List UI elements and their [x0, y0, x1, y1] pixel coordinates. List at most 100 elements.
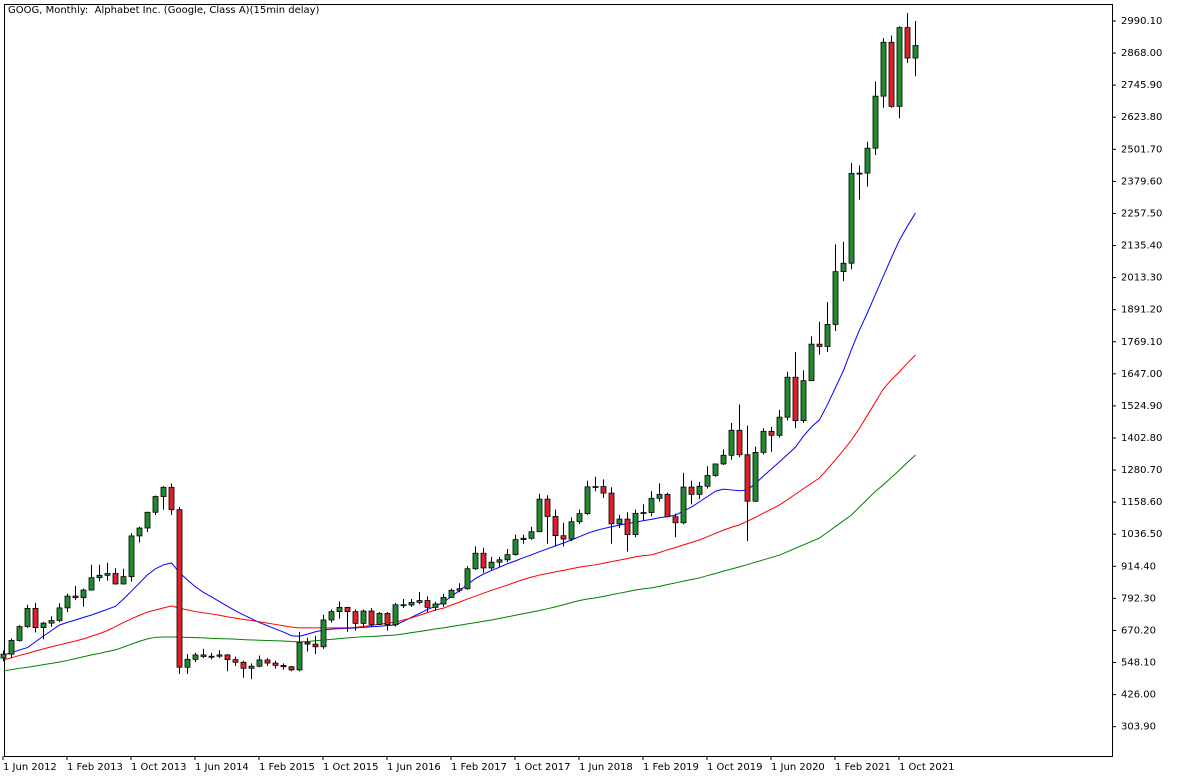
candle-body: [840, 262, 847, 273]
candle-body: [488, 561, 495, 569]
candle-body: [800, 380, 807, 421]
candle-body: [648, 497, 655, 513]
candle-body: [160, 486, 167, 497]
y-tick-label: 548.10: [1121, 658, 1156, 669]
candle-body: [336, 606, 343, 612]
candle-body: [888, 41, 895, 107]
candle-body: [360, 610, 367, 624]
candle-body: [728, 429, 735, 456]
candle-body: [24, 608, 31, 627]
y-tick-label: 914.40: [1121, 561, 1156, 572]
candle-body: [40, 622, 47, 628]
candle-body: [144, 511, 151, 529]
candle-body: [560, 535, 567, 540]
moving-average-line: [3, 454, 916, 672]
candle-body: [312, 643, 319, 648]
candle-body: [448, 589, 455, 598]
candle-body: [768, 430, 775, 436]
y-tick-label: 303.90: [1121, 722, 1156, 733]
candle-body: [416, 600, 423, 603]
candle-body: [56, 607, 63, 621]
y-tick-label: 792.30: [1121, 593, 1156, 604]
candle-body: [808, 343, 815, 382]
candle-body: [352, 611, 359, 624]
x-tick-label: 1 Jun 2016: [387, 762, 441, 773]
x-tick-label: 1 Oct 2015: [323, 762, 378, 773]
candle-body: [152, 496, 159, 513]
candle-body: [784, 376, 791, 418]
y-tick-label: 1524.90: [1121, 401, 1162, 412]
candle-body: [720, 454, 727, 465]
y-tick-label: 2990.10: [1121, 16, 1162, 27]
y-tick-label: 1891.20: [1121, 305, 1162, 316]
x-tick-label: 1 Oct 2017: [515, 762, 570, 773]
candle-body: [872, 95, 879, 149]
candle-body: [72, 595, 79, 599]
x-tick-label: 1 Oct 2021: [899, 762, 954, 773]
candle-body: [136, 527, 143, 537]
candle-body: [272, 662, 279, 666]
candle-body: [864, 147, 871, 174]
candle-body: [536, 498, 543, 533]
moving-average-line: [3, 354, 916, 661]
candle-body: [432, 603, 439, 608]
candle-body: [104, 573, 111, 576]
candle-body: [344, 606, 351, 612]
x-tick-label: 1 Oct 2019: [707, 762, 762, 773]
candle-body: [184, 658, 191, 668]
candle-body: [824, 324, 831, 347]
candle-body: [480, 552, 487, 569]
candle-body: [816, 343, 823, 347]
candle-body: [656, 494, 663, 499]
candle-body: [120, 576, 127, 585]
x-tick-label: 1 Feb 2021: [835, 762, 891, 773]
candle-body: [0, 653, 7, 659]
candle-body: [232, 659, 239, 663]
candle-body: [320, 619, 327, 648]
candle-body: [880, 41, 887, 97]
candle-body: [688, 486, 695, 495]
candle-body: [80, 589, 87, 599]
candle-body: [504, 554, 511, 561]
candle-body: [832, 271, 839, 325]
candle-body: [632, 512, 639, 535]
candle-body: [240, 661, 247, 669]
candle-body: [496, 559, 503, 563]
candle-body: [96, 574, 103, 579]
y-tick-label: 2257.50: [1121, 208, 1162, 219]
x-tick-label: 1 Feb 2015: [259, 762, 315, 773]
candle-body: [248, 665, 255, 669]
candle-body: [384, 613, 391, 626]
candle-body: [368, 610, 375, 625]
candle-body: [712, 463, 719, 476]
y-tick-label: 1280.70: [1121, 465, 1162, 476]
candle-body: [424, 600, 431, 608]
candle-body: [264, 659, 271, 664]
candle-body: [296, 641, 303, 671]
y-tick-label: 1769.10: [1121, 337, 1162, 348]
candle-body: [408, 601, 415, 606]
candle-body: [624, 518, 631, 535]
x-tick-label: 1 Jun 2014: [195, 762, 249, 773]
candle-body: [256, 659, 263, 667]
candle-body: [896, 27, 903, 107]
candle-body: [392, 604, 399, 626]
candle-body: [440, 596, 447, 605]
plot-frame: [4, 4, 1113, 757]
candle-body: [760, 430, 767, 453]
candle-body: [280, 665, 287, 668]
x-tick-label: 1 Feb 2019: [643, 762, 699, 773]
candle-body: [520, 537, 527, 540]
candle-body: [32, 608, 39, 628]
candle-body: [8, 640, 15, 655]
candle-body: [64, 595, 71, 609]
candle-body: [112, 573, 119, 585]
y-tick-label: 426.00: [1121, 690, 1156, 701]
y-tick-label: 1158.60: [1121, 497, 1162, 508]
candle-body: [200, 654, 207, 657]
candle-body: [912, 45, 919, 59]
candle-body: [904, 27, 911, 59]
candle-body: [568, 521, 575, 540]
y-tick-label: 2379.60: [1121, 176, 1162, 187]
